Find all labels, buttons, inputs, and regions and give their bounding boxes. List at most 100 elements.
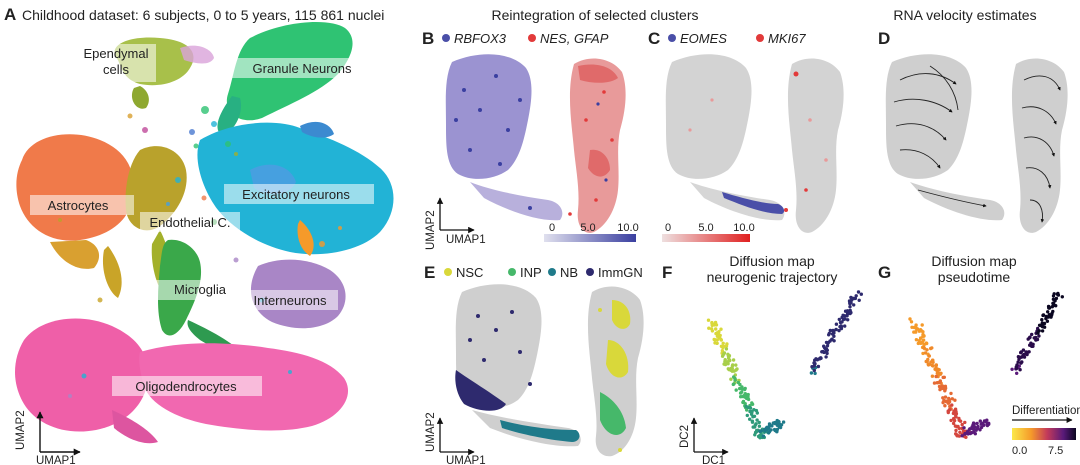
- panel-b-axis-x: UMAP1: [446, 234, 486, 246]
- trajectory-point: [837, 328, 841, 333]
- trajectory-point: [943, 395, 948, 399]
- ependymal-label-line-1: Ependymal: [83, 46, 148, 61]
- trajectory-point: [1041, 313, 1046, 317]
- trajectory-point: [975, 421, 979, 426]
- legend-c-mki67: MKI67: [768, 31, 806, 46]
- trajectory-point: [922, 346, 926, 350]
- trajectory-point: [719, 337, 723, 341]
- scale-c: 0 5.0 10.0: [662, 222, 755, 242]
- trajectory-point: [952, 409, 956, 413]
- trajectory-point: [732, 382, 736, 386]
- trajectory-point: [1014, 366, 1019, 371]
- trajectory-point: [922, 334, 926, 338]
- trajectory-point: [729, 377, 733, 381]
- trajectory-point: [707, 326, 711, 330]
- interneurons-label: Interneurons: [254, 293, 327, 308]
- trajectory-point: [849, 301, 853, 305]
- excitatory-neurons-label: Excitatory neurons: [242, 187, 350, 202]
- trajectory-point: [925, 359, 929, 364]
- trajectory-point: [831, 328, 835, 333]
- trajectory-point: [826, 341, 830, 345]
- cluster-astrocytes: [16, 134, 134, 298]
- trajectory-point: [753, 433, 757, 437]
- trajectory-point: [715, 341, 719, 345]
- trajectory-point: [714, 323, 719, 327]
- trajectory-point: [1054, 296, 1059, 301]
- panel-f-letter: F: [662, 263, 672, 282]
- trajectory-point: [743, 395, 747, 399]
- trajectory-point: [739, 395, 743, 399]
- trajectory-point: [812, 368, 816, 373]
- trajectory-point: [971, 421, 976, 425]
- trajectory-point: [710, 329, 715, 333]
- trajectory-point: [740, 390, 744, 394]
- trajectory-point: [941, 375, 945, 380]
- legend-e-dot-nb: [548, 268, 556, 276]
- trajectory-point: [1015, 363, 1019, 367]
- panel-c: C EOMES MKI67 0 5.0 10.0: [648, 29, 844, 242]
- trajectory-point: [958, 419, 963, 423]
- trajectory-point: [1028, 335, 1032, 339]
- trajectory-point: [721, 341, 725, 345]
- legend-c-dot-mki67: [756, 34, 764, 42]
- trajectory-point: [1051, 297, 1056, 301]
- trajectory-point: [720, 354, 725, 358]
- legend-e-nb: NB: [560, 265, 578, 280]
- trajectory-point: [1040, 318, 1044, 322]
- interneurons-label-box: [240, 290, 338, 310]
- panel-a-axis-y: UMAP2: [15, 410, 27, 450]
- trajectory-point: [951, 421, 956, 426]
- trajectory-point: [819, 356, 823, 360]
- trajectory-point: [955, 424, 959, 429]
- trajectory-point: [1015, 371, 1019, 375]
- trajectory-point: [778, 425, 783, 430]
- scale-b-tick-0: 0: [549, 222, 555, 234]
- scale-c-tick-2: 10.0: [733, 222, 754, 234]
- trajectory-point: [846, 318, 850, 322]
- trajectory-point: [954, 415, 958, 419]
- trajectory-point: [857, 298, 861, 302]
- trajectory-f: [706, 290, 863, 440]
- trajectory-point: [754, 430, 759, 434]
- trajectory-point: [850, 296, 855, 300]
- trajectory-point: [1060, 295, 1065, 299]
- trajectory-point: [979, 425, 984, 430]
- trajectory-point: [1030, 332, 1034, 337]
- trajectory-point: [744, 404, 748, 409]
- trajectory-point: [941, 396, 945, 400]
- trajectory-point: [738, 382, 742, 387]
- trajectory-point: [932, 381, 937, 385]
- umap-b: [445, 54, 626, 233]
- panel-b: B RBFOX3 NES, GFAP UMAP2: [422, 29, 639, 250]
- trajectory-point: [1040, 329, 1045, 333]
- trajectory-point: [922, 343, 926, 347]
- trajectory-point: [748, 417, 752, 421]
- trajectory-point: [921, 330, 925, 334]
- trajectory-point: [913, 330, 918, 334]
- scale-c-tick-0: 0: [665, 222, 671, 234]
- scale-c-tick-1: 5.0: [698, 222, 713, 234]
- trajectory-point: [927, 354, 931, 358]
- panel-e-axes: UMAP2 UMAP1: [425, 412, 486, 465]
- trajectory-point: [843, 324, 847, 328]
- endothelial-label: Endothelial C.: [150, 215, 231, 230]
- trajectory-point: [908, 317, 912, 321]
- panel-a-title: Childhood dataset: 6 subjects, 0 to 5 ye…: [22, 7, 384, 23]
- trajectory-point: [840, 320, 844, 324]
- trajectory-point: [914, 323, 918, 327]
- trajectory-point: [1018, 355, 1022, 359]
- trajectory-point: [781, 420, 786, 424]
- trajectory-point: [733, 378, 737, 382]
- panel-e-axis-y: UMAP2: [425, 412, 437, 452]
- trajectory-point: [759, 432, 763, 436]
- panel-b-letter: B: [422, 29, 434, 48]
- trajectory-point: [923, 351, 928, 355]
- trajectory-point: [732, 375, 736, 379]
- panel-f-axes: DC2 DC1: [679, 417, 729, 465]
- trajectory-point: [726, 352, 730, 356]
- umap-e-speckles: [468, 308, 622, 452]
- panel-f-axis-y: DC2: [679, 425, 691, 448]
- trajectory-point: [725, 360, 730, 364]
- panel-f-title-line-1: Diffusion map: [729, 253, 815, 269]
- legend-b-rbfox3: RBFOX3: [454, 31, 507, 46]
